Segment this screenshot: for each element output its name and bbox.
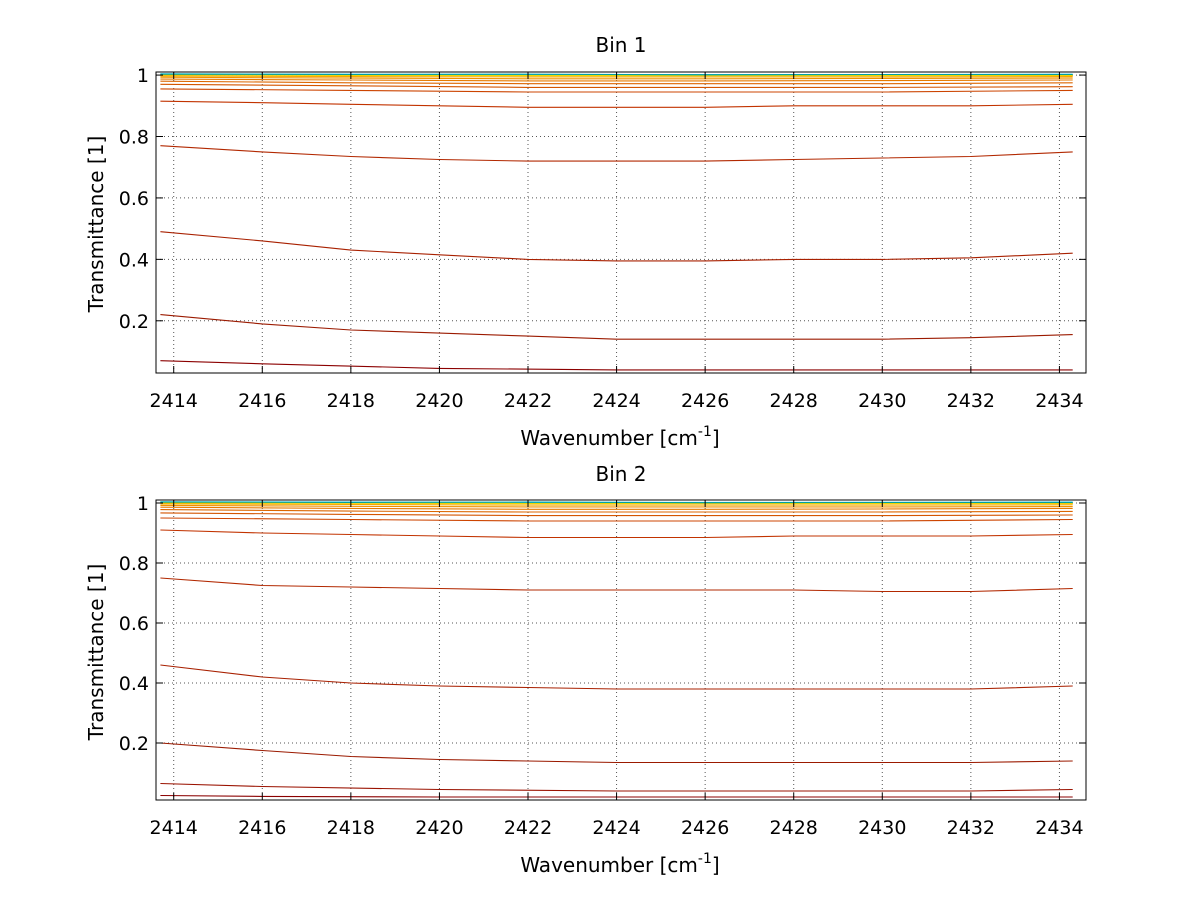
x-tick-label: 2420: [415, 390, 463, 412]
x-tick-label: 2430: [858, 390, 906, 412]
x-tick-label: 2434: [1035, 390, 1083, 412]
x-tick-label: 2418: [327, 390, 375, 412]
x-axis-label-suffix: ]: [712, 853, 720, 877]
series-line: [160, 782, 1073, 792]
subplot-title: Bin 2: [595, 462, 646, 486]
x-tick-label: 2426: [681, 390, 729, 412]
series-line: [160, 80, 1073, 85]
y-tick-label: 0.2: [119, 733, 149, 755]
x-axis-label-text: Wavenumber [cm: [520, 853, 698, 877]
x-axis-label-text: Wavenumber [cm: [520, 426, 698, 450]
series-line: [160, 742, 1073, 764]
x-tick-labels: 2414 2416 2418 2420 2422 2424 2426 2428 2430 2432…: [150, 390, 1084, 412]
grid-lines: [156, 500, 1086, 800]
y-tick-label: 1: [137, 65, 149, 87]
x-tick-label: 2422: [504, 390, 552, 412]
axes-frame: [155, 71, 1087, 374]
tick-marks: [156, 72, 1086, 373]
y-tick-labels: 0.2 0.4 0.6 0.8 1: [119, 493, 149, 755]
series-line: [160, 529, 1073, 539]
subplot-title: Bin 1: [595, 33, 646, 57]
x-tick-label: 2414: [150, 817, 198, 839]
x-tick-label: 2428: [770, 817, 818, 839]
x-tick-label: 2420: [415, 817, 463, 839]
y-tick-label: 0.6: [119, 613, 149, 635]
grid-lines: [156, 72, 1086, 373]
y-tick-label: 0.4: [119, 249, 149, 271]
tick-marks: [156, 500, 1086, 800]
y-axis-label: Transmittance [1]: [84, 564, 108, 742]
series-line: [160, 509, 1073, 513]
series-line: [160, 231, 1073, 262]
y-tick-label: 0.8: [119, 553, 149, 575]
y-axis-label: Transmittance [1]: [84, 136, 108, 314]
series-line: [160, 577, 1073, 593]
x-tick-label: 2428: [770, 390, 818, 412]
x-axis-label-superscript: -1: [698, 851, 712, 867]
y-tick-label: 0.2: [119, 311, 149, 333]
series-group: [160, 73, 1073, 371]
x-tick-label: 2434: [1035, 817, 1083, 839]
x-tick-labels: 2414 2416 2418 2420 2422 2424 2426 2428 2430 2432…: [150, 817, 1084, 839]
series-line: [160, 517, 1073, 522]
x-tick-label: 2422: [504, 817, 552, 839]
axes-frame: [155, 499, 1087, 801]
x-axis-label-suffix: ]: [712, 426, 720, 450]
x-tick-label: 2424: [592, 817, 640, 839]
series-line: [160, 83, 1073, 88]
x-tick-label: 2416: [238, 390, 286, 412]
y-tick-label: 0.4: [119, 673, 149, 695]
x-tick-label: 2426: [681, 817, 729, 839]
x-tick-label: 2430: [858, 817, 906, 839]
x-tick-label: 2416: [238, 817, 286, 839]
x-tick-label: 2432: [947, 817, 995, 839]
y-tick-label: 0.8: [119, 127, 149, 149]
x-tick-label: 2418: [327, 817, 375, 839]
series-line: [160, 314, 1073, 340]
series-line: [160, 506, 1073, 510]
x-axis-label: Wavenumber [cm-1]: [520, 851, 719, 877]
y-tick-label: 1: [137, 493, 149, 515]
series-line: [160, 512, 1073, 517]
x-axis-label: Wavenumber [cm-1]: [520, 424, 719, 450]
subplot-bin-2: Bin 2 2414 2416 2418 2420 2422 2424 2426 2428 24…: [84, 462, 1087, 877]
y-tick-label: 0.6: [119, 188, 149, 210]
series-line: [160, 100, 1073, 108]
x-axis-label-superscript: -1: [698, 424, 712, 440]
series-line: [160, 145, 1073, 162]
series-line: [160, 78, 1073, 82]
x-tick-label: 2424: [592, 390, 640, 412]
y-tick-labels: 0.2 0.4 0.6 0.8 1: [119, 65, 149, 333]
series-line: [160, 664, 1073, 690]
subplot-bin-1: Bin 1 2414 2416 2418 2420 2422 2424 2426 2428 24…: [84, 33, 1087, 450]
x-tick-label: 2414: [150, 390, 198, 412]
series-line: [160, 88, 1073, 93]
x-tick-label: 2432: [947, 390, 995, 412]
